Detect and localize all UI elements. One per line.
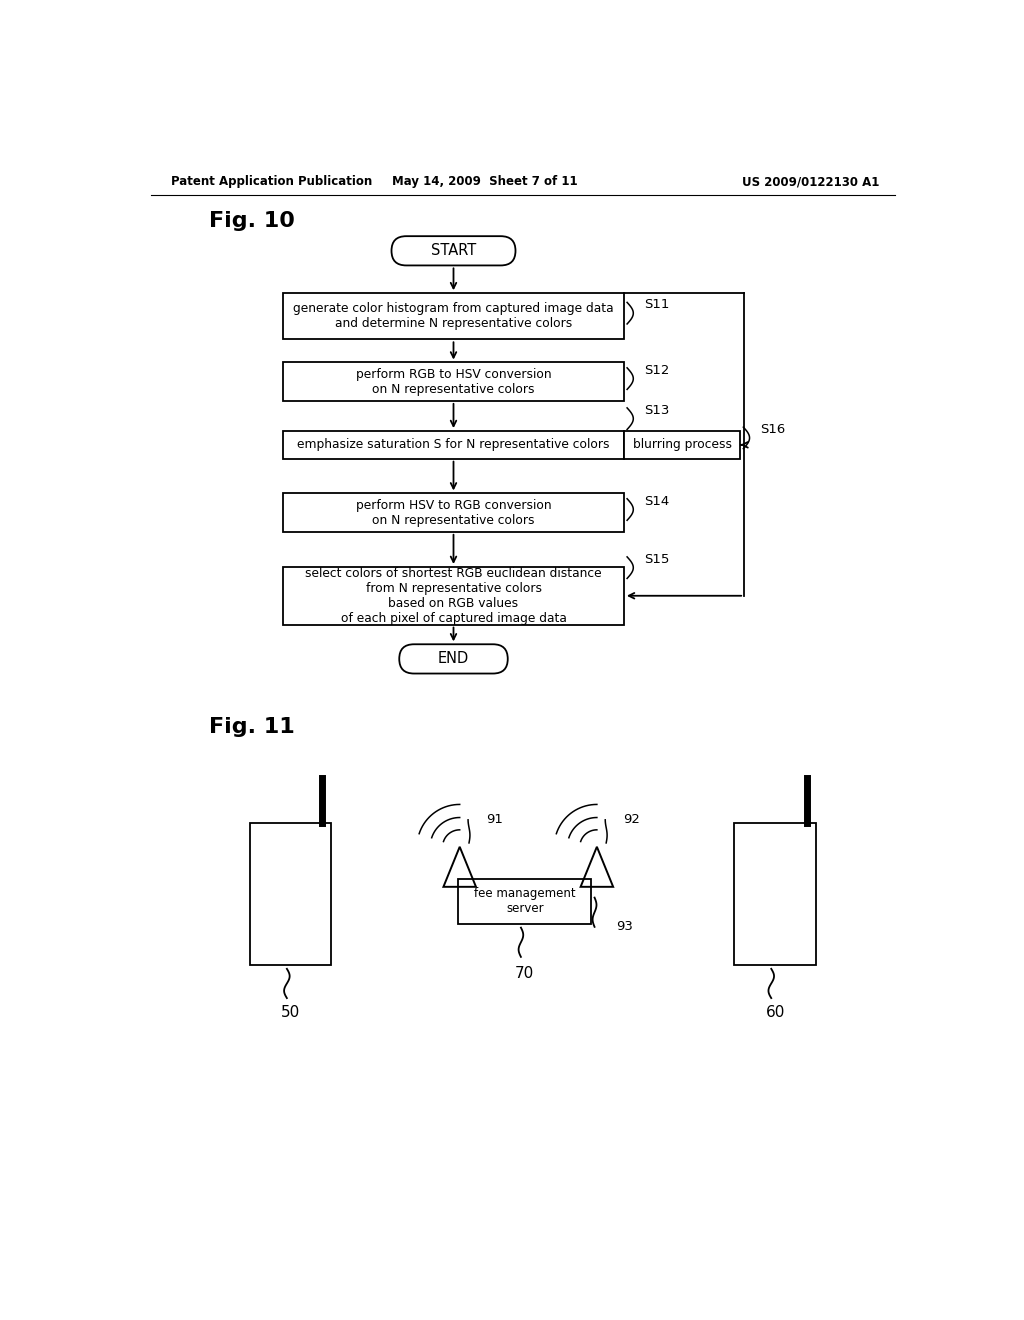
- FancyBboxPatch shape: [399, 644, 508, 673]
- Text: Patent Application Publication: Patent Application Publication: [171, 176, 372, 189]
- Text: START: START: [431, 243, 476, 259]
- Text: emphasize saturation S for N representative colors: emphasize saturation S for N representat…: [297, 438, 609, 451]
- Bar: [283, 363, 624, 401]
- Bar: [283, 432, 624, 459]
- Text: 70: 70: [515, 966, 535, 981]
- Bar: [283, 566, 624, 624]
- Bar: [250, 822, 332, 965]
- Text: generate color histogram from captured image data
and determine N representative: generate color histogram from captured i…: [293, 302, 613, 330]
- Text: May 14, 2009  Sheet 7 of 11: May 14, 2009 Sheet 7 of 11: [392, 176, 578, 189]
- Bar: [734, 822, 816, 965]
- Text: S15: S15: [644, 553, 670, 566]
- Text: S12: S12: [644, 363, 670, 376]
- Text: S16: S16: [761, 422, 785, 436]
- Bar: [283, 293, 624, 339]
- Text: S14: S14: [644, 495, 670, 508]
- Text: 50: 50: [282, 1006, 300, 1020]
- Text: 93: 93: [616, 920, 633, 933]
- Text: fee management
server: fee management server: [474, 887, 575, 916]
- Text: blurring process: blurring process: [633, 438, 731, 451]
- Bar: [624, 432, 740, 459]
- Text: S11: S11: [644, 298, 670, 312]
- Text: US 2009/0122130 A1: US 2009/0122130 A1: [742, 176, 880, 189]
- Text: 60: 60: [765, 1006, 784, 1020]
- Text: END: END: [438, 651, 469, 667]
- Bar: [458, 879, 592, 924]
- Text: perform RGB to HSV conversion
on N representative colors: perform RGB to HSV conversion on N repre…: [355, 368, 551, 396]
- Text: select colors of shortest RGB euclidean distance
from N representative colors
ba: select colors of shortest RGB euclidean …: [305, 566, 602, 624]
- Text: Fig. 10: Fig. 10: [209, 211, 295, 231]
- Text: 92: 92: [624, 813, 640, 826]
- Text: perform HSV to RGB conversion
on N representative colors: perform HSV to RGB conversion on N repre…: [355, 499, 551, 527]
- FancyBboxPatch shape: [391, 236, 515, 265]
- Text: S13: S13: [644, 404, 670, 417]
- Text: Fig. 11: Fig. 11: [209, 717, 295, 737]
- Text: 91: 91: [486, 813, 503, 826]
- Bar: [283, 494, 624, 532]
